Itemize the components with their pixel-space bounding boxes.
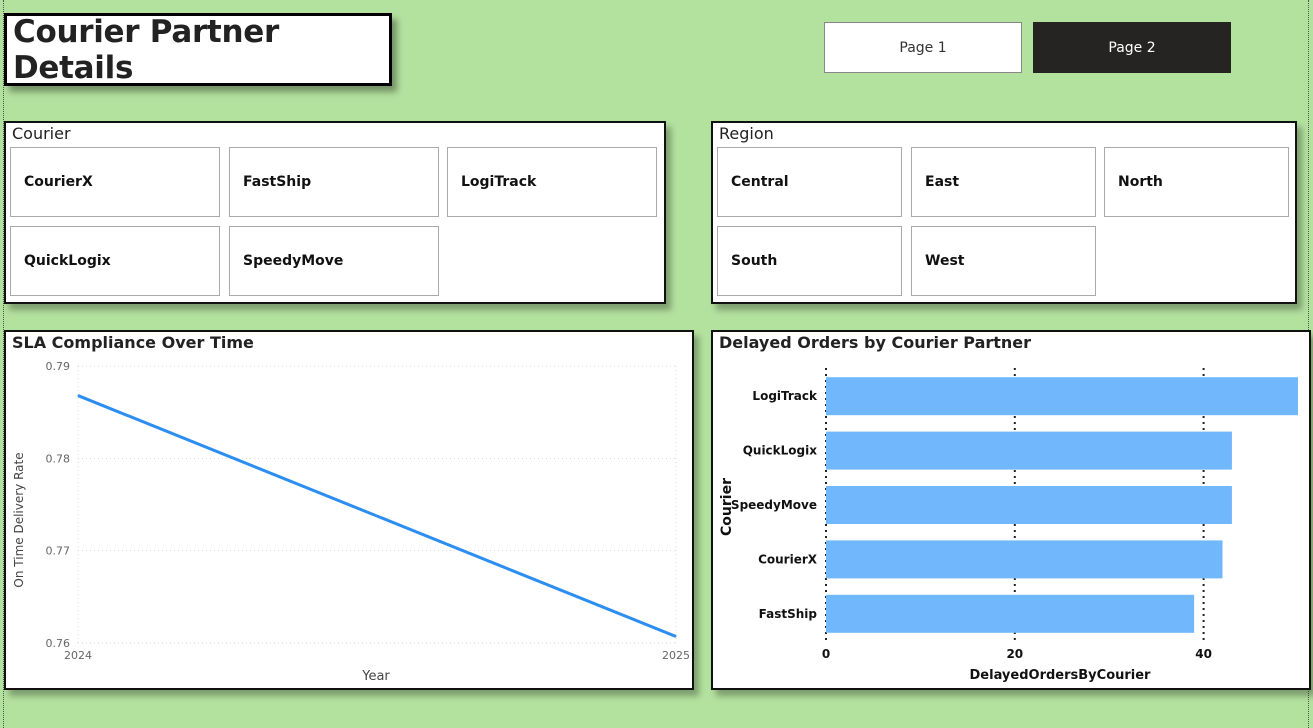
line-chart-title: SLA Compliance Over Time: [12, 333, 254, 352]
courier-slicer: Courier CourierX FastShip LogiTrack Quic…: [4, 121, 666, 304]
region-tile-west[interactable]: West: [911, 226, 1096, 296]
courier-slicer-title: Courier: [12, 124, 71, 143]
line-x-axis-label: Year: [361, 669, 390, 684]
page-1-button[interactable]: Page 1: [824, 22, 1022, 73]
delayed-orders-chart: Delayed Orders by Courier Partner Delaye…: [711, 330, 1311, 690]
bar-y-axis-label: Courier: [719, 478, 735, 536]
page-2-button[interactable]: Page 2: [1033, 22, 1231, 73]
bar-fastship: [826, 594, 1195, 633]
page-title: Courier Partner Details: [13, 13, 279, 86]
line-data-point: [77, 395, 79, 397]
courier-tile-speedymove[interactable]: SpeedyMove: [229, 226, 439, 296]
line-data-point: [675, 636, 677, 638]
region-slicer-title: Region: [719, 124, 774, 143]
bar-category-label: QuickLogix: [743, 444, 818, 458]
line-y-axis-label: On Time Delivery Rate: [12, 452, 26, 587]
bar-chart-svg: DelayedOrdersByCourier Courier 0 20 40 Logi…: [719, 368, 1298, 683]
line-series: [77, 394, 677, 638]
bar-x-tick-label: 20: [1006, 647, 1023, 661]
bar-category-label: LogiTrack: [752, 389, 818, 403]
bar-x-tick-label: 40: [1195, 647, 1212, 661]
region-slicer: Region Central East North South West: [711, 121, 1297, 304]
bar-x-axis-label: DelayedOrdersByCourier: [970, 668, 1152, 683]
line-y-tick-label: 0.77: [46, 545, 71, 558]
bar-speedymove: [826, 486, 1232, 524]
line-x-tick-label: 2024: [64, 649, 92, 662]
courier-tile-courierx[interactable]: CourierX: [10, 147, 220, 217]
line-y-tick-label: 0.79: [46, 360, 71, 373]
region-tile-central[interactable]: Central: [717, 147, 902, 217]
courier-tile-quicklogix[interactable]: QuickLogix: [10, 226, 220, 296]
bar-quicklogix: [826, 431, 1232, 470]
courier-tile-logitrack[interactable]: LogiTrack: [447, 147, 657, 217]
sla-compliance-chart: SLA Compliance Over Time Year On Time De…: [4, 330, 694, 690]
courier-tile-fastship[interactable]: FastShip: [229, 147, 439, 217]
region-tile-north[interactable]: North: [1104, 147, 1289, 217]
page-title-box: Courier Partner Details: [4, 13, 392, 86]
bar-logitrack: [826, 377, 1298, 416]
line-y-tick-label: 0.78: [46, 452, 71, 465]
bar-category-label: SpeedyMove: [731, 498, 817, 512]
line-x-tick-label: 2025: [662, 649, 690, 662]
bar-x-tick-label: 0: [822, 647, 830, 661]
region-tile-east[interactable]: East: [911, 147, 1096, 217]
bar-courierx: [826, 540, 1223, 579]
bar-category-label: CourierX: [758, 552, 818, 566]
line-chart-svg: Year On Time Delivery Rate 0.76 0.77 0.78 0…: [12, 360, 690, 684]
region-tile-south[interactable]: South: [717, 226, 902, 296]
line-y-tick-label: 0.76: [46, 637, 71, 650]
page-left-edge: [3, 0, 4, 728]
bar-chart-title: Delayed Orders by Courier Partner: [719, 333, 1032, 352]
bar-category-label: FastShip: [759, 607, 818, 621]
